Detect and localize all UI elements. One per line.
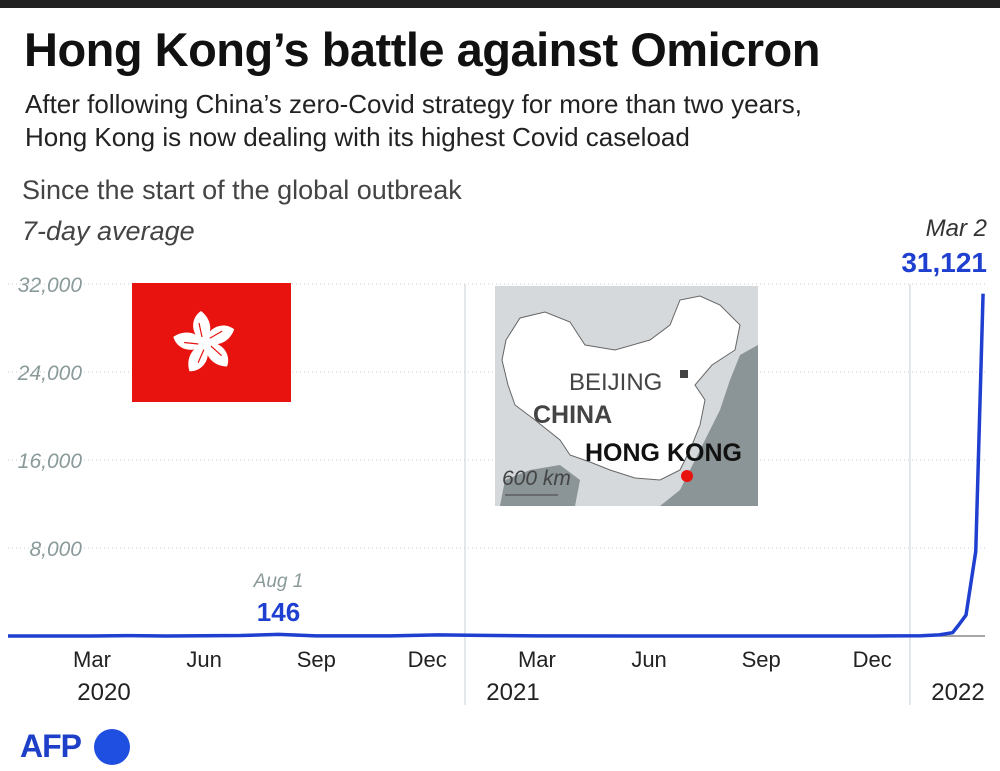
- x-tick-label: Jun: [186, 647, 221, 672]
- map-label-beijing: BEIJING: [569, 369, 662, 396]
- chart-subtitle: After following China’s zero-Covid strat…: [25, 88, 802, 154]
- bauhinia-petal: [173, 332, 205, 350]
- x-tick-label: Sep: [742, 647, 781, 672]
- x-tick-label: Mar: [518, 647, 556, 672]
- annotation-value: 146: [257, 597, 300, 627]
- bauhinia-petal: [205, 325, 235, 345]
- subtitle-line: Hong Kong is now dealing with its highes…: [25, 122, 690, 152]
- map-scale-label: 600 km: [502, 467, 571, 490]
- chart-note: 7-day average: [22, 216, 195, 246]
- x-year-label: 2022: [931, 679, 984, 706]
- y-tick-label: 24,000: [17, 362, 83, 385]
- x-year-label: 2020: [77, 679, 130, 706]
- china-map: BEIJING CHINA HONG KONG 600 km: [495, 286, 758, 506]
- x-tick-label: Dec: [853, 647, 892, 672]
- petal-stamen: [209, 330, 223, 339]
- x-tick-label: Sep: [297, 647, 336, 672]
- top-bar: [0, 0, 1000, 8]
- map-label-hong-kong: HONG KONG: [585, 439, 742, 467]
- x-year-label: 2021: [486, 679, 539, 706]
- chart-heading: Since the start of the global outbreak: [22, 175, 462, 205]
- afp-logo-dot: [94, 729, 130, 765]
- afp-logo: AFP: [20, 728, 82, 764]
- annotation-value: 31,121: [901, 247, 987, 278]
- petal-shape: [193, 311, 211, 343]
- subtitle-line: After following China’s zero-Covid strat…: [25, 89, 802, 119]
- annotation-date: Aug 1: [253, 571, 304, 592]
- bauhinia-petal: [193, 311, 211, 343]
- petal-shape: [205, 342, 229, 367]
- bauhinia-icon: [173, 311, 235, 372]
- beijing-marker: [680, 370, 688, 378]
- annotation-date: Mar 2: [926, 215, 987, 242]
- petal-stamen: [198, 322, 203, 338]
- y-tick-label: 32,000: [18, 274, 83, 297]
- hong-kong-flag: [132, 283, 291, 402]
- petal-shape: [205, 325, 235, 345]
- series-line: [8, 293, 985, 638]
- bauhinia-petal: [188, 343, 208, 372]
- petal-stamen: [197, 349, 205, 363]
- hong-kong-marker: [681, 470, 693, 482]
- petal-shape: [188, 343, 208, 372]
- y-tick-label: 8,000: [29, 538, 82, 561]
- petal-shape: [173, 332, 205, 350]
- x-tick-label: Mar: [73, 647, 111, 672]
- x-tick-label: Dec: [408, 647, 447, 672]
- map-label-china: CHINA: [533, 401, 612, 429]
- y-tick-label: 16,000: [18, 450, 83, 473]
- x-tick-label: Jun: [631, 647, 666, 672]
- petal-stamen: [210, 345, 223, 357]
- petal-stamen: [184, 341, 199, 345]
- chart-title: Hong Kong’s battle against Omicron: [24, 23, 820, 76]
- bauhinia-petal: [205, 342, 229, 367]
